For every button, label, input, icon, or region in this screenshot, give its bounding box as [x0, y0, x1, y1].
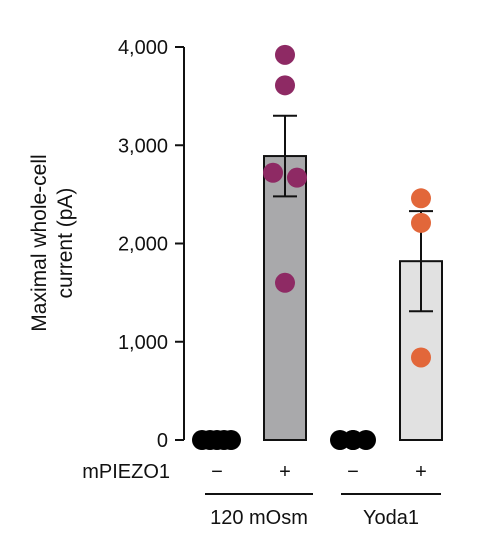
- y-tick-label: 2,000: [118, 234, 168, 256]
- mpiezo1-condition-label: −: [211, 461, 223, 483]
- mpiezo1-condition-label: −: [347, 461, 359, 483]
- condition-labels: − + − +: [211, 461, 427, 483]
- data-point: [275, 272, 295, 293]
- mpiezo1-condition-label: +: [415, 461, 427, 483]
- y-tick-label: 4,000: [118, 37, 168, 59]
- y-axis-label-line-1: Maximal whole-cell: [28, 154, 51, 331]
- y-tick-label: 1,000: [118, 332, 168, 354]
- bar: [263, 155, 307, 441]
- data-point: [287, 167, 307, 188]
- data-point: [263, 162, 283, 183]
- data-points: [192, 44, 431, 450]
- data-point: [275, 75, 295, 96]
- data-point: [411, 212, 431, 233]
- group-label: Yoda1: [363, 507, 419, 529]
- data-point: [275, 44, 295, 65]
- data-point: [411, 188, 431, 209]
- y-axis-label: Maximal whole-cell current (pA): [28, 154, 77, 331]
- data-point: [343, 430, 363, 450]
- y-tick-label: 0: [157, 430, 168, 452]
- y-tick-label: 3,000: [118, 135, 168, 157]
- group-labels: 120 mOsm Yoda1: [205, 493, 441, 529]
- y-axis-label-line-2: current (pA): [54, 188, 77, 299]
- data-point: [221, 430, 241, 450]
- group-label: 120 mOsm: [210, 507, 308, 529]
- mpiezo1-condition-label: +: [279, 461, 291, 483]
- y-axis: 0 1,000 2,000 3,000 4,000: [118, 37, 185, 452]
- mpiezo1-row-label: mPIEZO1: [82, 461, 170, 483]
- bars: [263, 114, 443, 441]
- data-point: [411, 347, 431, 368]
